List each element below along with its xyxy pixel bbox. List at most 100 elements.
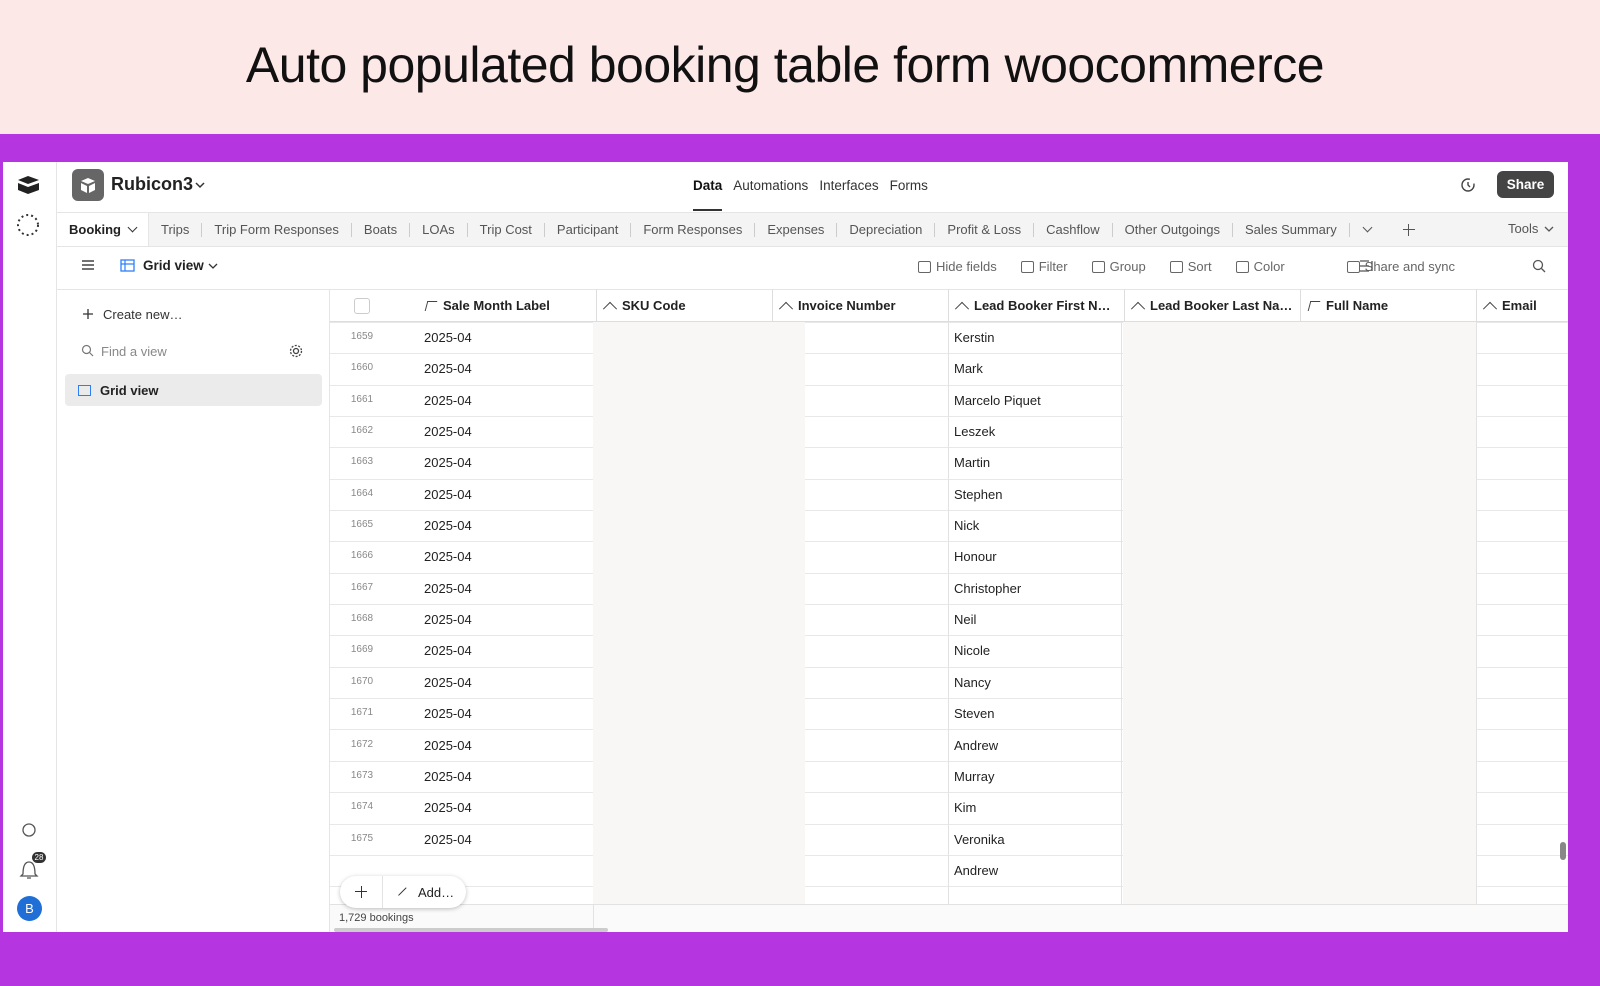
row[interactable]: 1669 2025-04 Nicole xyxy=(330,635,1568,668)
toolbar-item[interactable]: Filter xyxy=(1020,259,1068,274)
menu-icon[interactable] xyxy=(81,259,95,271)
column-header[interactable]: Sale Month Label xyxy=(418,290,596,321)
column-header[interactable]: Lead Booker First N… xyxy=(948,290,1124,321)
nav-item[interactable]: Interfaces xyxy=(819,178,879,193)
row[interactable]: 1671 2025-04 Steven xyxy=(330,698,1568,731)
view-list: Grid view xyxy=(65,374,322,406)
row-number: 1673 xyxy=(350,769,374,781)
tab[interactable]: LOAs xyxy=(422,222,455,237)
select-all-checkbox[interactable] xyxy=(354,298,370,314)
toolbar-label: Hide fields xyxy=(936,259,997,274)
row[interactable]: 1664 2025-04 Stephen xyxy=(330,479,1568,512)
settings-icon[interactable] xyxy=(289,344,303,358)
row-number: 1667 xyxy=(350,581,374,593)
row[interactable]: 1674 2025-04 Kim xyxy=(330,792,1568,825)
tab[interactable]: Sales Summary xyxy=(1244,222,1337,237)
nav-item[interactable]: Data xyxy=(693,178,723,211)
more-tabs[interactable] xyxy=(1362,222,1373,233)
cell-first-name: Andrew xyxy=(954,862,999,878)
row-number: 1662 xyxy=(350,425,374,436)
row[interactable]: 1660 2025-04 Mark xyxy=(330,353,1568,386)
row[interactable]: 1675 2025-04 Veronika xyxy=(330,824,1568,856)
row[interactable]: 1673 2025-04 Murray xyxy=(330,761,1568,794)
tab[interactable]: Trip Form Responses xyxy=(214,222,339,237)
row[interactable]: 1667 2025-04 Christopher xyxy=(330,573,1568,606)
column-header[interactable]: Full Name xyxy=(1300,290,1476,321)
tools-menu[interactable]: Tools xyxy=(1508,221,1539,236)
nav-item[interactable]: Forms xyxy=(889,178,928,193)
row[interactable]: Andrew xyxy=(330,855,1568,888)
find-view-input[interactable]: Find a view xyxy=(101,344,167,359)
cell-sale-month: 2025-04 xyxy=(424,737,472,753)
create-new[interactable]: Create new… xyxy=(103,307,183,322)
view-sidebar xyxy=(57,290,330,932)
search-icon[interactable] xyxy=(1532,259,1546,273)
row-number: 1668 xyxy=(350,613,374,625)
view-name[interactable]: Grid view xyxy=(143,258,204,273)
toolbar-item[interactable]: Sort xyxy=(1169,259,1212,274)
row-height-icon[interactable] xyxy=(1359,259,1375,273)
toolbar-label: Group xyxy=(1109,259,1146,274)
left-rail xyxy=(3,162,57,932)
nav-item[interactable]: Automations xyxy=(733,178,809,193)
share-button[interactable]: Share xyxy=(1497,171,1554,198)
tab[interactable]: Form Responses xyxy=(643,222,743,237)
tab[interactable]: Other Outgoings xyxy=(1124,222,1220,237)
row[interactable]: 1666 2025-04 Honour xyxy=(330,541,1568,574)
view-item[interactable]: Grid view xyxy=(65,374,322,406)
tab[interactable]: Trips xyxy=(161,222,190,237)
text-field-icon xyxy=(954,301,970,316)
tab[interactable]: Profit & Loss xyxy=(947,222,1022,237)
row[interactable]: 16582025-04Andreas xyxy=(330,322,1568,323)
cell-sale-month: 2025-04 xyxy=(424,424,472,439)
add-record-button[interactable] xyxy=(340,876,383,908)
base-name[interactable]: Rubicon3 xyxy=(111,174,194,194)
tab-separator xyxy=(1033,222,1035,237)
row[interactable]: 1662 2025-04 Leszek xyxy=(330,416,1568,449)
text-field-icon xyxy=(1482,301,1498,316)
magic-icon xyxy=(398,887,407,897)
row[interactable]: 1661 2025-04 Marcelo Piquet xyxy=(330,385,1568,417)
toolbar-item[interactable]: Share and sync xyxy=(1346,259,1455,274)
row[interactable]: 1659 2025-04 Kerstin xyxy=(330,322,1568,355)
add-label[interactable]: Add… xyxy=(418,884,455,900)
row[interactable]: 1670 2025-04 Nancy xyxy=(330,667,1568,700)
toolbar-item[interactable]: Color xyxy=(1235,259,1285,274)
tab[interactable]: Participant xyxy=(556,222,619,237)
row[interactable]: 1672 2025-04 Andrew xyxy=(330,730,1568,762)
tab-bar xyxy=(57,212,1568,247)
tab[interactable]: Cashflow xyxy=(1046,222,1100,237)
row[interactable]: 1668 2025-04 Neil xyxy=(330,604,1568,637)
tab[interactable]: Depreciation xyxy=(849,222,923,237)
tab-separator xyxy=(409,222,411,237)
cell-first-name: Kerstin xyxy=(954,329,995,345)
cell-first-name: Martin xyxy=(954,455,991,471)
history-icon[interactable] xyxy=(1460,177,1476,193)
add-tab[interactable] xyxy=(1402,223,1415,236)
tab[interactable]: Booking xyxy=(57,213,149,246)
cell-first-name: Kim xyxy=(954,800,977,816)
cell-sale-month: 2025-04 xyxy=(424,674,472,690)
column-header[interactable]: Email xyxy=(1476,290,1568,321)
tab[interactable]: Expenses xyxy=(767,222,825,237)
cell-first-name: Murray xyxy=(954,768,995,784)
tab[interactable]: Trip Cost xyxy=(479,222,532,237)
row-number: 1659 xyxy=(350,330,374,342)
column-header[interactable]: Lead Booker Last Na… xyxy=(1124,290,1300,321)
tab[interactable]: Boats xyxy=(363,222,398,237)
add-record-bar: Add… xyxy=(340,876,466,908)
cell-sale-month: 2025-04 xyxy=(424,518,472,534)
column-header[interactable]: Invoice Number xyxy=(772,290,948,321)
add-tab-v xyxy=(1407,223,1410,236)
row[interactable]: 1663 2025-04 Martin xyxy=(330,447,1568,480)
row[interactable]: 1665 2025-04 Nick xyxy=(330,510,1568,543)
cell-sale-month: 2025-04 xyxy=(424,643,472,659)
avatar[interactable]: B xyxy=(17,896,42,921)
column-header[interactable]: SKU Code xyxy=(596,290,772,321)
tab-separator xyxy=(836,222,838,237)
cell-first-name: Steven xyxy=(954,706,995,722)
toolbar-item[interactable]: Group xyxy=(1091,259,1146,274)
cell-first-name: Mark xyxy=(954,361,983,377)
toolbar-label: Filter xyxy=(1038,259,1068,274)
toolbar-item[interactable]: Hide fields xyxy=(918,259,997,274)
